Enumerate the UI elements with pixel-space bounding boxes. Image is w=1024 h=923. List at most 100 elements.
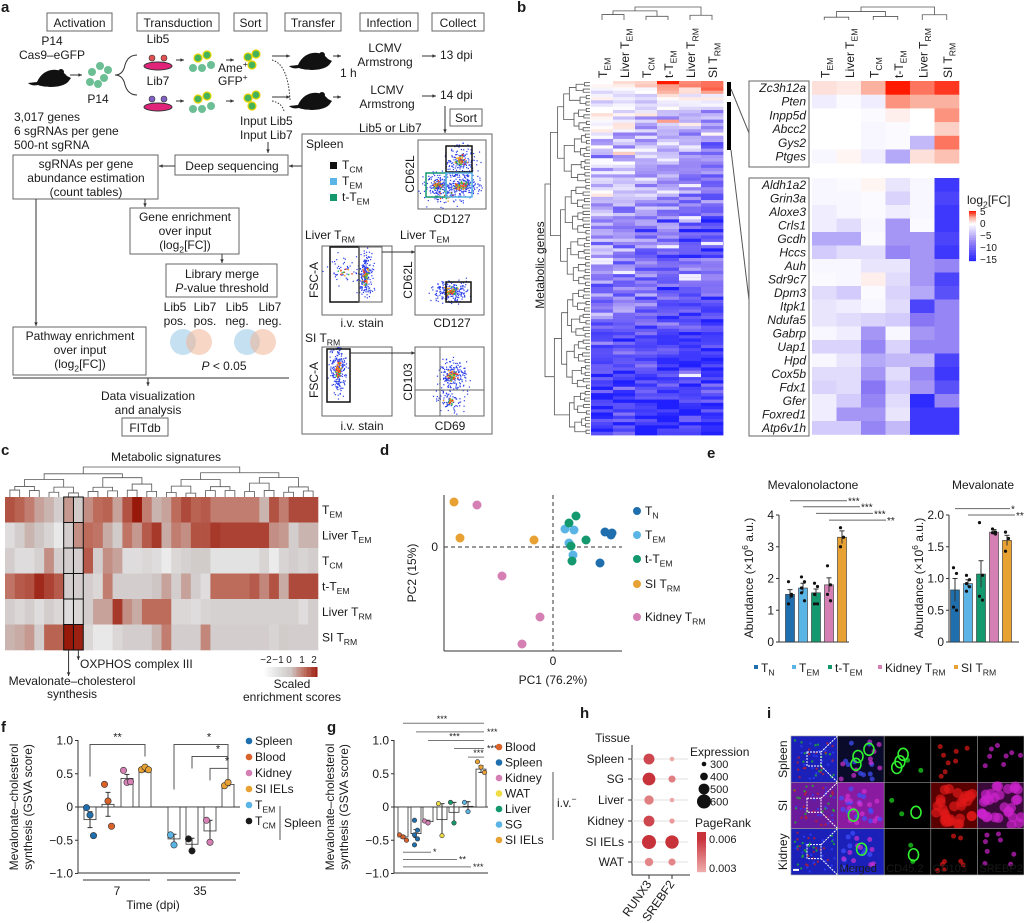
event-dot	[462, 296, 464, 298]
event-dot	[443, 183, 446, 185]
event-dot	[339, 359, 341, 362]
event-dot	[435, 192, 438, 194]
signal-blob	[899, 811, 905, 817]
heatmap-cell	[635, 135, 658, 140]
cell-icon	[88, 68, 96, 76]
scale-bar	[793, 868, 799, 871]
heatmap-cell	[910, 245, 935, 260]
column-label: Liver TEM	[618, 29, 635, 78]
event-dot	[439, 288, 441, 290]
data-point	[185, 835, 193, 843]
colorbar-segment	[969, 258, 976, 260]
heatmap-cell	[613, 229, 636, 233]
event-dot	[437, 198, 440, 201]
heatmap-cell	[812, 205, 837, 219]
dendrogram-branch	[584, 165, 590, 170]
event-dot-dense	[364, 275, 366, 277]
heatmap-cell	[210, 522, 221, 549]
event-dot	[341, 363, 344, 366]
heatmap-cell	[836, 394, 862, 408]
event-dot	[366, 294, 368, 296]
heatmap-cell	[836, 421, 862, 435]
dendrogram-branch	[582, 191, 590, 196]
row-label: SI IELs	[585, 835, 624, 849]
dendrogram-branch	[584, 159, 590, 164]
heatmap-cell	[613, 161, 636, 166]
significance-stars: ***	[437, 714, 448, 724]
heatmap-cell	[613, 116, 636, 121]
event-dot-dense	[461, 159, 463, 162]
event-dot	[339, 347, 341, 349]
label: over input	[159, 224, 212, 238]
event-dot	[337, 383, 340, 385]
dendrogram-branch	[582, 210, 590, 215]
legend-label: SI TRM	[645, 577, 680, 594]
event-dot	[450, 300, 453, 302]
heatmap-cell	[269, 624, 280, 651]
heatmap-cell	[591, 148, 614, 153]
heatmap-cell	[657, 325, 680, 330]
heatmap-cell	[679, 248, 702, 252]
event-dot	[442, 402, 444, 404]
heatmap-cell	[910, 313, 935, 327]
event-dot	[479, 177, 481, 179]
event-dot	[446, 404, 448, 406]
data-point	[841, 535, 846, 539]
heatmap-cell	[591, 126, 614, 130]
event-dot	[448, 398, 450, 400]
signal-blob	[798, 775, 801, 779]
heatmap-cell	[24, 599, 35, 625]
event-dot	[342, 380, 345, 382]
cell-icon	[251, 90, 261, 100]
event-dot	[452, 293, 455, 295]
step-box	[136, 12, 220, 32]
event-dot	[455, 375, 457, 377]
colorbar-segment	[288, 667, 291, 677]
dot	[642, 835, 656, 849]
dendrogram-branch	[572, 267, 579, 281]
event-dot	[444, 362, 447, 365]
column-label: t-TEM	[662, 50, 679, 78]
event-dot	[452, 401, 454, 404]
heatmap-cell	[181, 573, 192, 600]
heatmap-cell	[885, 94, 911, 109]
signal-blob	[800, 816, 803, 819]
event-dot	[454, 287, 456, 289]
event-dot	[468, 186, 470, 189]
text-run: (log	[54, 357, 74, 371]
event-dot	[338, 378, 340, 381]
event-dot	[329, 351, 331, 353]
heatmap-cell	[701, 209, 724, 214]
heatmap-cell	[679, 267, 702, 272]
signal-blob	[816, 743, 820, 746]
event-dot	[439, 186, 442, 188]
event-dot	[446, 174, 448, 176]
event-dot	[452, 356, 455, 359]
heatmap-cell	[701, 196, 724, 201]
dendrogram-branch	[582, 339, 590, 344]
dendrogram-branch	[577, 264, 586, 272]
event-dot-dense	[337, 373, 339, 376]
event-dot-dense	[335, 370, 338, 373]
signal-blob	[960, 791, 971, 802]
event-dot-dense	[340, 273, 342, 276]
dendrogram-branch	[131, 483, 153, 492]
event-dot	[426, 187, 428, 189]
data-point	[964, 589, 969, 593]
event-dot	[455, 366, 457, 369]
event-dot-dense	[433, 188, 436, 190]
heatmap-cell	[701, 229, 724, 233]
event-dot	[456, 298, 458, 301]
text-run: 2	[74, 364, 79, 374]
colorbar-segment	[969, 257, 976, 259]
heatmap-cell	[132, 497, 143, 523]
event-dot	[450, 287, 453, 289]
event-dot-dense	[339, 375, 341, 377]
text-run: T	[645, 528, 653, 542]
event-dot	[449, 179, 452, 182]
text-run: Blood	[255, 750, 286, 764]
signal-blob	[801, 841, 804, 845]
event-dot	[363, 282, 366, 284]
signal-blob	[824, 807, 827, 810]
column-label: Liver TRM	[916, 28, 933, 78]
